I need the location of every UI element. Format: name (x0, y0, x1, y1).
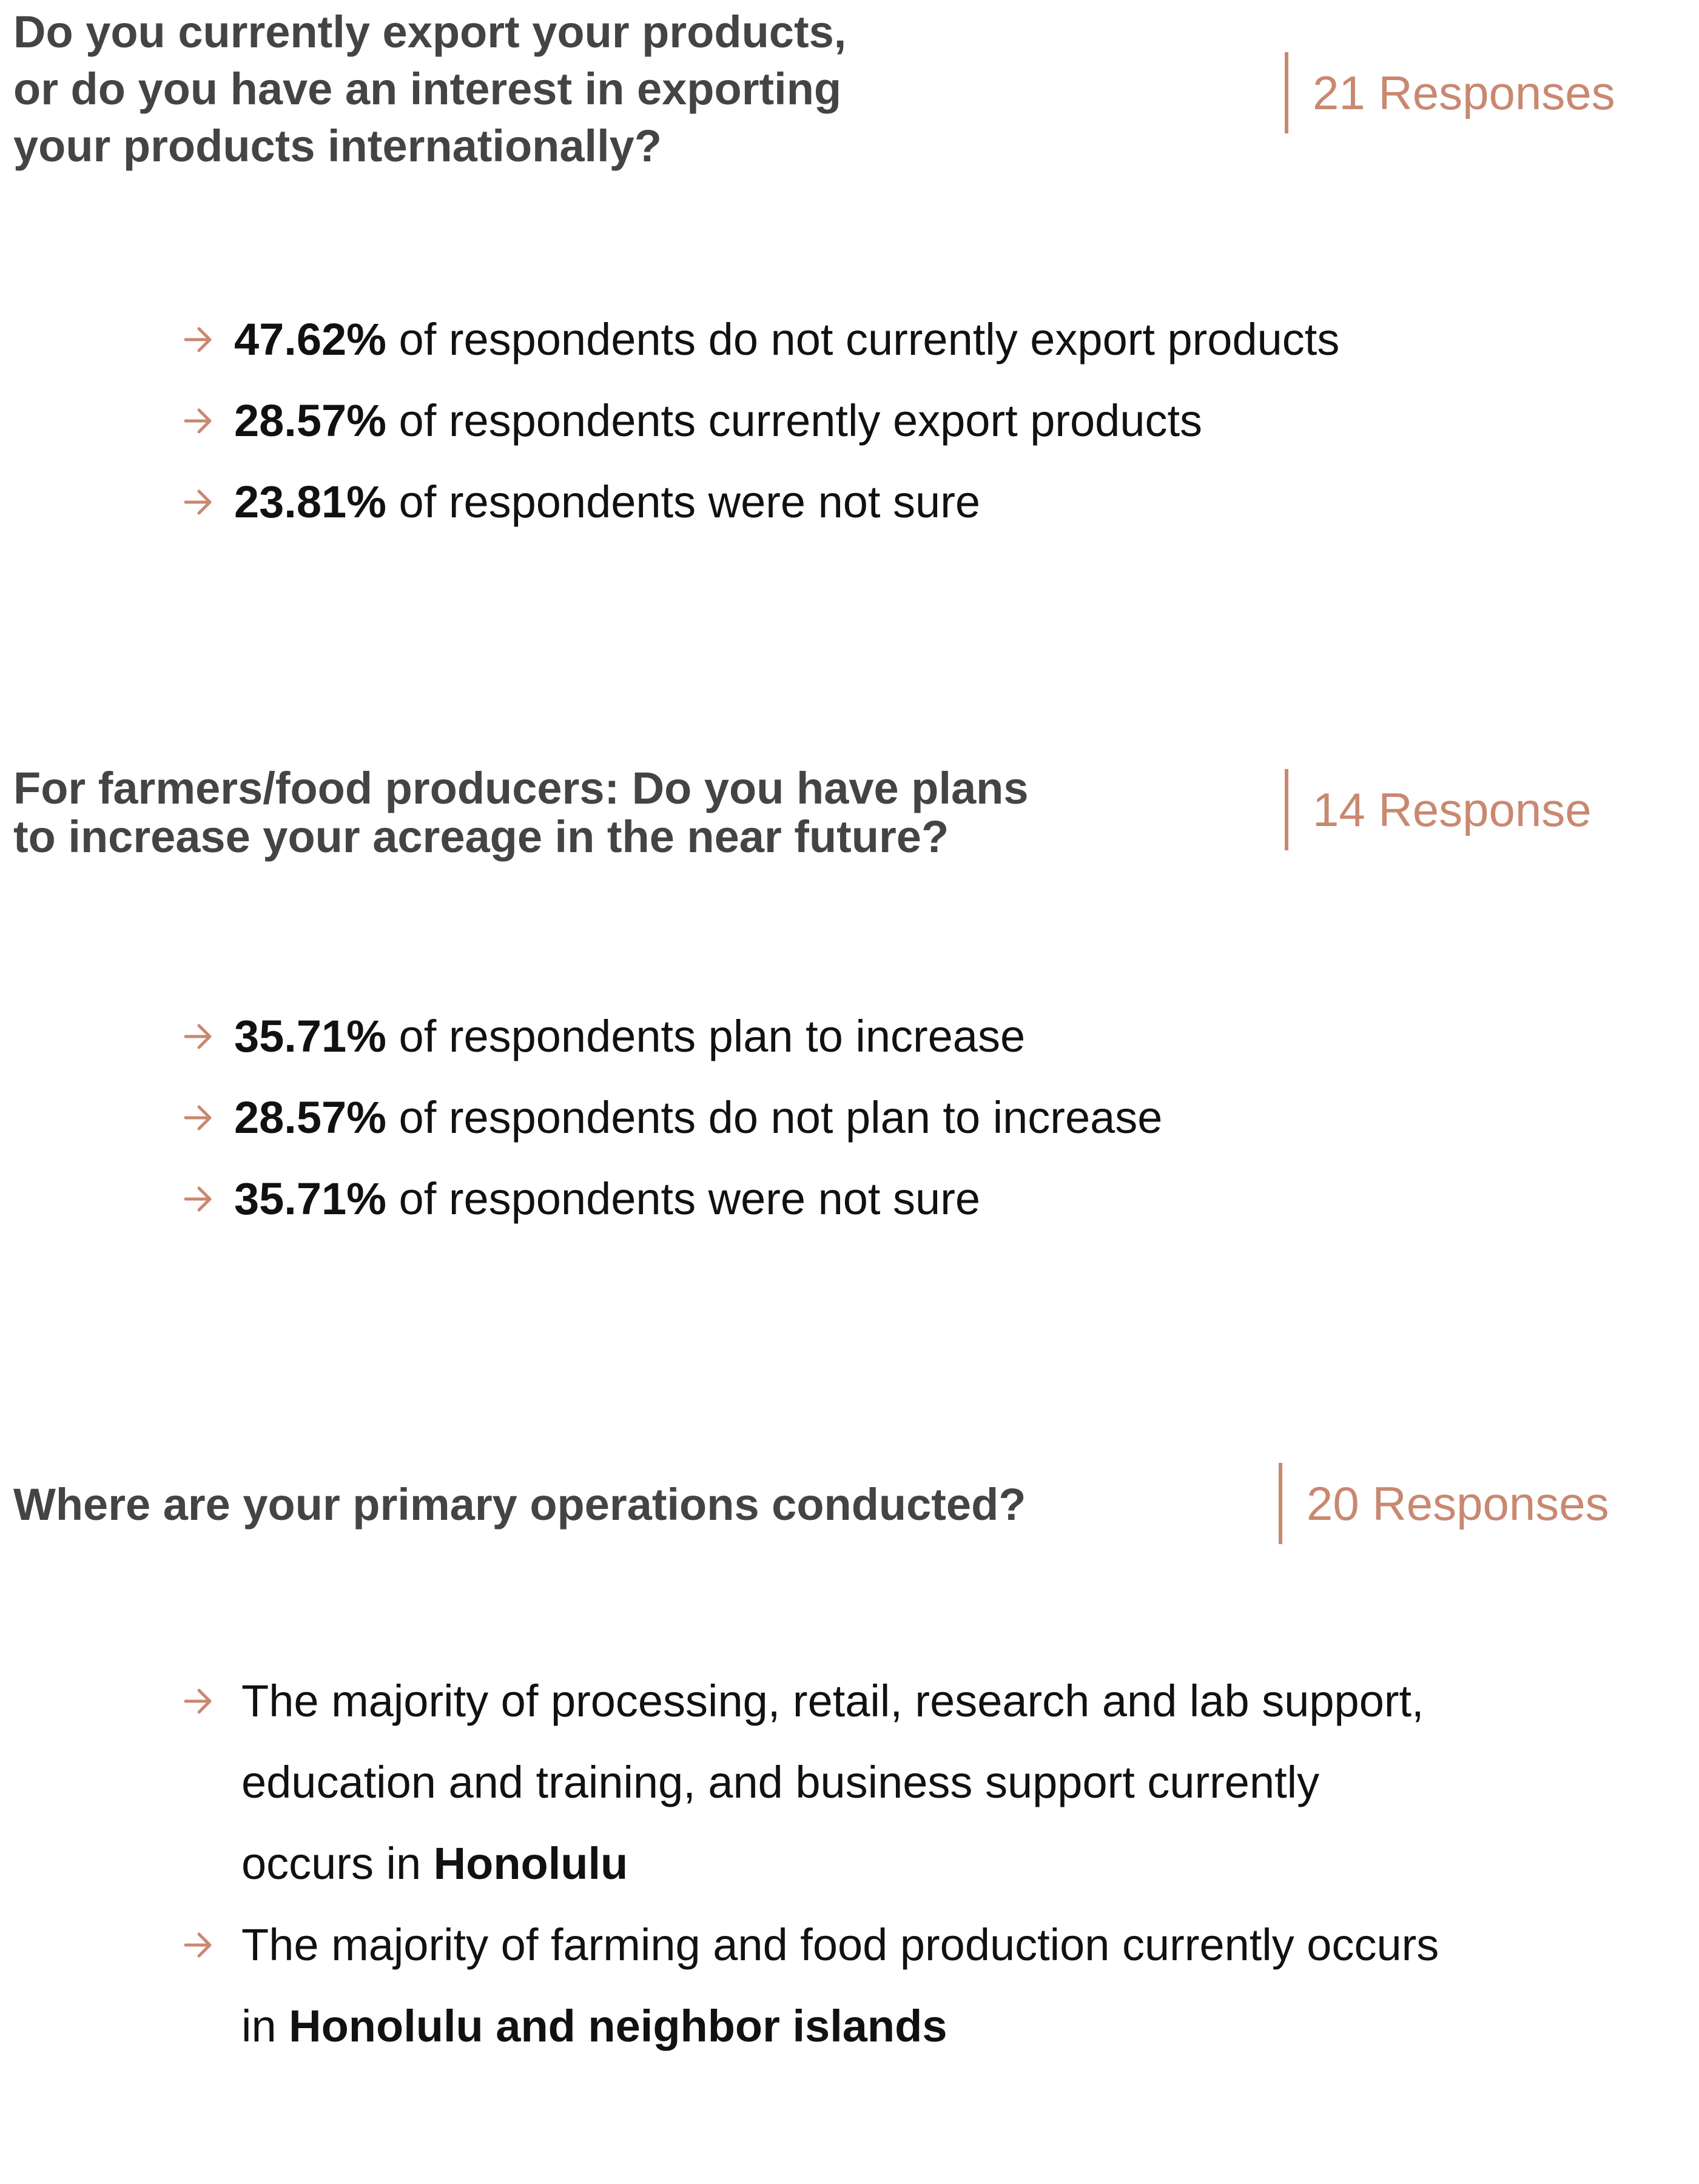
result-item: 35.71% of respondents were not sure (182, 1158, 1162, 1240)
right-arrow-icon (184, 1105, 212, 1131)
right-arrow-icon (184, 489, 212, 515)
result-percent: 35.71% (234, 1174, 386, 1224)
response-count: 20 Responses (1279, 1463, 1609, 1544)
question-title: For farmers/food producers: Do you have … (13, 763, 1029, 862)
count-divider (1279, 1463, 1282, 1544)
response-count-text: 20 Responses (1307, 1476, 1609, 1530)
response-count-text: 21 Responses (1313, 66, 1615, 119)
right-arrow-icon (184, 408, 212, 434)
count-divider (1285, 769, 1288, 850)
response-count: 21 Responses (1285, 52, 1615, 133)
result-percent: 47.62% (234, 314, 386, 365)
result-item: 47.62% of respondents do not currently e… (182, 299, 1339, 380)
result-item: 28.57% of respondents currently export p… (182, 380, 1339, 462)
result-text: The majority of processing, retail, rese… (241, 1676, 1424, 1889)
right-arrow-icon (184, 1932, 212, 1958)
result-text: of respondents currently export products (386, 395, 1203, 446)
results-list: 35.71% of respondents plan to increase 2… (182, 996, 1162, 1240)
question-title: Where are your primary operations conduc… (13, 1479, 1026, 1530)
result-text: of respondents do not currently export p… (386, 314, 1340, 365)
response-count: 14 Response (1285, 769, 1592, 850)
right-arrow-icon (184, 1688, 212, 1714)
result-percent: 35.71% (234, 1011, 386, 1061)
result-item: 23.81% of respondents were not sure (182, 462, 1339, 543)
results-list: 47.62% of respondents do not currently e… (182, 299, 1339, 543)
right-arrow-icon (184, 1024, 212, 1049)
result-text: of respondents do not plan to increase (386, 1092, 1163, 1143)
location-highlight: Honolulu (433, 1838, 628, 1889)
result-text: of respondents were not sure (386, 1174, 981, 1224)
result-percent: 28.57% (234, 1092, 386, 1143)
result-item: 28.57% of respondents do not plan to inc… (182, 1077, 1162, 1158)
result-percent: 23.81% (234, 477, 386, 527)
count-divider (1285, 52, 1288, 133)
result-percent: 28.57% (234, 395, 386, 446)
result-item: The majority of processing, retail, rese… (182, 1661, 1442, 1904)
result-item: The majority of farming and food product… (182, 1904, 1442, 2067)
right-arrow-icon (184, 327, 212, 352)
result-text: The majority of farming and food product… (241, 1920, 1439, 2051)
results-list: The majority of processing, retail, rese… (182, 1661, 1442, 2067)
question-title: Do you currently export your products, o… (13, 7, 847, 171)
result-item: 35.71% of respondents plan to increase (182, 996, 1162, 1077)
result-text: of respondents plan to increase (386, 1011, 1026, 1061)
right-arrow-icon (184, 1186, 212, 1212)
location-highlight: Honolulu and neighbor islands (289, 2001, 947, 2051)
result-text: of respondents were not sure (386, 477, 981, 527)
response-count-text: 14 Response (1313, 782, 1592, 836)
